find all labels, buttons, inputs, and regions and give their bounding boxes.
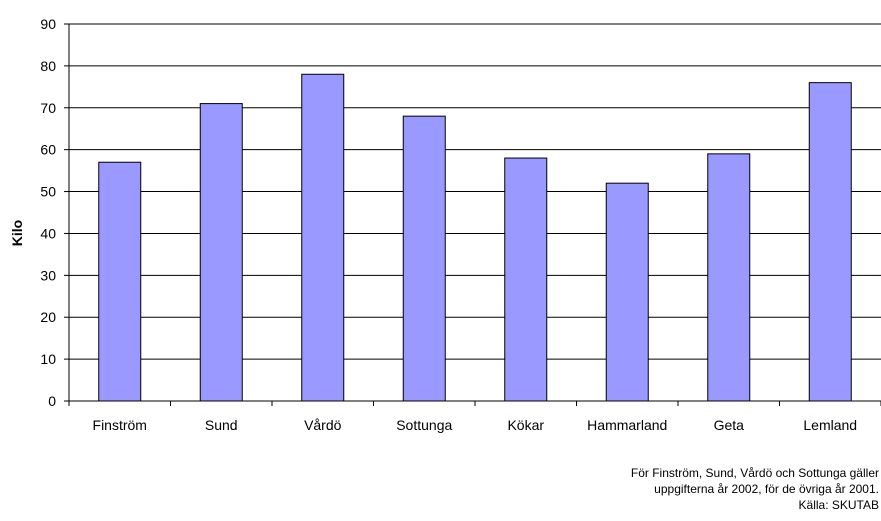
bar [605, 182, 649, 402]
bars [98, 73, 852, 402]
bar [301, 73, 345, 402]
bar [402, 115, 446, 402]
gridlines [69, 23, 881, 360]
x-tick-label: Sottunga [396, 417, 452, 433]
y-tick-label: 60 [40, 142, 56, 158]
bar [199, 103, 243, 402]
x-tick-label: Lemland [803, 417, 857, 433]
x-tick-label: Hammarland [587, 417, 667, 433]
x-tick-label: Sund [205, 417, 238, 433]
y-tick-label: 70 [40, 100, 56, 116]
note-line-2: uppgifterna år 2002, för de övriga år 20… [654, 482, 879, 496]
y-tick-label: 20 [40, 309, 56, 325]
x-tick-label: Kökar [507, 417, 544, 433]
y-tick-label: 40 [40, 225, 56, 241]
y-tick-label: 80 [40, 58, 56, 74]
axes: 0 10 20 30 40 50 60 70 80 90 Finström Sund Vårdö Sott… [40, 16, 881, 433]
y-axis-label: Kilo [9, 220, 25, 246]
bar [808, 82, 852, 402]
y-tick-label: 30 [40, 267, 56, 283]
x-tick-label: Vårdö [304, 417, 342, 433]
note-line-3: Källa: SKUTAB [798, 498, 879, 512]
x-tick-label: Geta [714, 417, 745, 433]
source-note: För Finström, Sund, Vårdö och Sottunga g… [631, 465, 879, 513]
note-line-1: För Finström, Sund, Vårdö och Sottunga g… [630, 466, 879, 480]
y-tick-label: 50 [40, 184, 56, 200]
bar [98, 161, 142, 402]
y-tick-label: 10 [40, 351, 56, 367]
bar [504, 157, 548, 402]
y-tick-label: 0 [48, 393, 56, 409]
bar [707, 153, 751, 402]
y-tick-label: 90 [40, 16, 56, 32]
x-tick-label: Finström [93, 417, 147, 433]
